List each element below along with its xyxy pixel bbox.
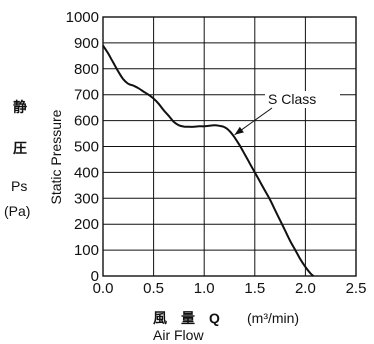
y-axis-label-unit: (Pa) [4, 203, 30, 219]
x-tick-label: 1.5 [244, 280, 265, 297]
y-tick-label: 100 [74, 242, 99, 259]
x-axis-label-unit: (m³/min) [247, 310, 299, 326]
annotation-arrowhead [234, 126, 244, 135]
y-tick-label: 600 [74, 113, 99, 130]
y-axis-label-english: Static Pressure [48, 109, 64, 204]
series-line-s-class [102, 44, 315, 277]
x-tick-label: 0.5 [143, 280, 164, 297]
x-tick-label: 2.5 [346, 280, 367, 297]
y-tick-label: 0 [91, 268, 99, 285]
plot-frame [102, 16, 357, 277]
y-tick-label: 1000 [66, 9, 99, 26]
y-tick-labels: 0 100 200 300 400 500 600 700 800 900 1000 [66, 9, 99, 285]
y-tick-label: 800 [74, 61, 99, 78]
x-tick-label: 0.0 [93, 280, 114, 297]
y-tick-label: 200 [74, 216, 99, 233]
y-tick-label: 400 [74, 164, 99, 181]
x-axis-label-english: Air Flow [153, 327, 204, 343]
x-tick-labels: 0.0 0.5 1.0 1.5 2.0 2.5 [93, 280, 367, 297]
x-tick-label: 2.0 [295, 280, 316, 297]
y-tick-label: 700 [74, 87, 99, 104]
annotation-background [265, 91, 340, 108]
y-axis-label-jp-1: 静 [13, 99, 27, 115]
y-tick-label: 900 [74, 35, 99, 52]
x-axis-label-jp: 風 量 Q [153, 310, 220, 326]
grid-layer [102, 16, 357, 277]
y-axis-label-jp-2: 圧 [13, 140, 27, 156]
y-tick-label: 500 [74, 139, 99, 156]
x-tick-label: 1.0 [194, 280, 215, 297]
y-axis-label-symbol: Ps [11, 178, 27, 194]
y-tick-label: 300 [74, 190, 99, 207]
annotation-s-class: S Class [268, 91, 316, 107]
